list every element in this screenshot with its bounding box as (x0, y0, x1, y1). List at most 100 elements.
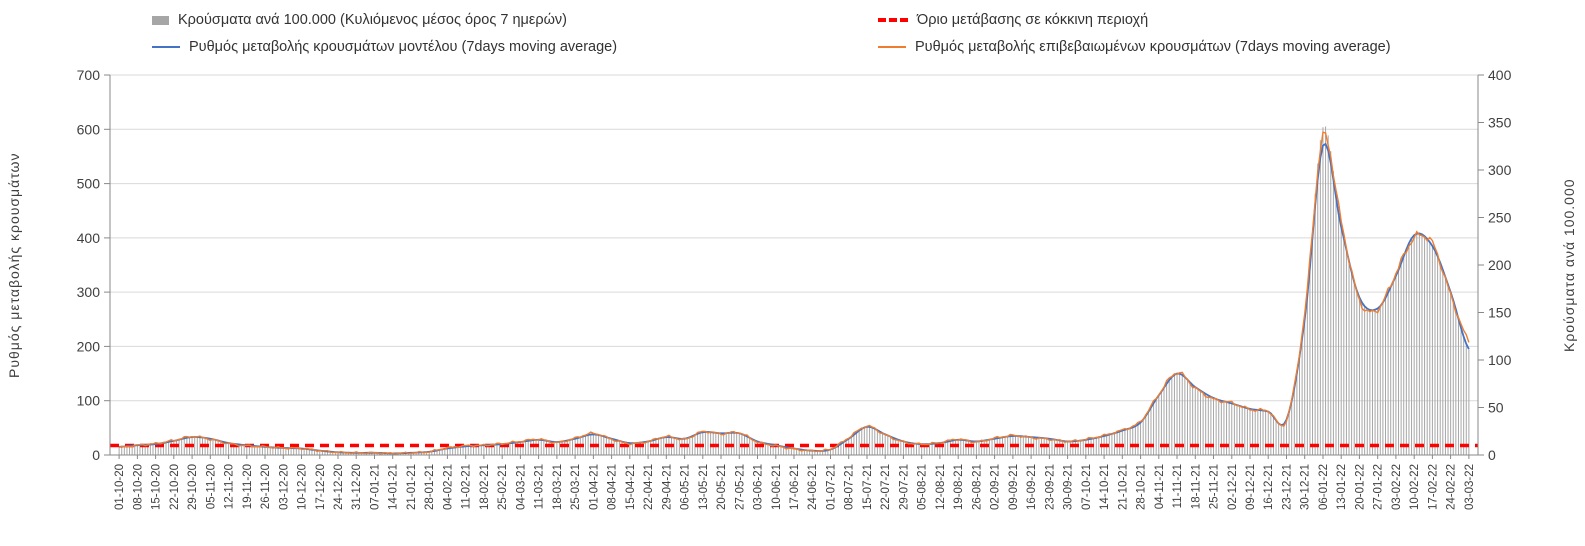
svg-text:24-12-20: 24-12-20 (333, 464, 345, 510)
svg-text:07-10-21: 07-10-21 (1081, 464, 1093, 510)
svg-text:01-07-21: 01-07-21 (826, 464, 838, 510)
svg-text:04-11-21: 04-11-21 (1154, 464, 1166, 509)
svg-text:08-10-20: 08-10-20 (132, 464, 144, 510)
svg-text:09-09-21: 09-09-21 (1008, 464, 1020, 510)
svg-text:30-12-21: 30-12-21 (1300, 464, 1312, 510)
svg-text:400: 400 (77, 230, 101, 246)
svg-text:08-04-21: 08-04-21 (607, 464, 619, 510)
svg-text:29-04-21: 29-04-21 (661, 464, 673, 510)
svg-text:16-09-21: 16-09-21 (1026, 464, 1038, 510)
svg-text:04-03-21: 04-03-21 (515, 464, 527, 510)
svg-text:18-11-21: 18-11-21 (1190, 464, 1202, 509)
svg-text:01-04-21: 01-04-21 (588, 464, 600, 510)
svg-text:18-02-21: 18-02-21 (479, 464, 491, 510)
svg-text:22-04-21: 22-04-21 (643, 464, 655, 510)
svg-text:15-07-21: 15-07-21 (862, 464, 874, 510)
legend-label-cases-per-100k: Κρούσματα ανά 100.000 (Κυλιόμενος μέσος … (178, 12, 568, 28)
svg-text:20-05-21: 20-05-21 (716, 464, 728, 510)
svg-text:19-11-20: 19-11-20 (242, 464, 254, 509)
svg-text:300: 300 (1488, 162, 1512, 178)
svg-text:29-07-21: 29-07-21 (898, 464, 910, 510)
svg-text:02-09-21: 02-09-21 (990, 464, 1002, 510)
svg-text:0: 0 (92, 447, 100, 463)
svg-text:600: 600 (77, 121, 101, 137)
svg-text:26-11-20: 26-11-20 (260, 464, 272, 509)
svg-text:06-05-21: 06-05-21 (680, 464, 692, 510)
svg-text:03-12-20: 03-12-20 (278, 464, 290, 510)
legend-item-model-rate: Ρυθμός μεταβολής κρουσμάτων μοντέλου (7d… (152, 38, 617, 56)
svg-text:10-12-20: 10-12-20 (297, 464, 309, 510)
threshold-dash-swatch-icon (878, 18, 908, 22)
bar-series-swatch-icon (152, 15, 169, 25)
svg-text:20-01-22: 20-01-22 (1354, 464, 1366, 510)
svg-text:50: 50 (1488, 400, 1504, 416)
svg-text:700: 700 (77, 67, 101, 83)
svg-text:500: 500 (77, 176, 101, 192)
svg-text:22-07-21: 22-07-21 (880, 464, 892, 510)
model-line-swatch-icon (152, 46, 180, 48)
svg-text:19-08-21: 19-08-21 (953, 464, 965, 510)
legend-item-confirmed-rate: Ρυθμός μεταβολής επιβεβαιωμένων κρουσμάτ… (878, 38, 1391, 56)
svg-text:0: 0 (1488, 447, 1496, 463)
svg-text:07-01-21: 07-01-21 (370, 464, 382, 510)
svg-text:16-12-21: 16-12-21 (1263, 464, 1275, 510)
svg-text:23-12-21: 23-12-21 (1282, 464, 1294, 510)
svg-text:23-09-21: 23-09-21 (1044, 464, 1056, 510)
svg-text:29-10-20: 29-10-20 (187, 464, 199, 510)
svg-text:200: 200 (1488, 257, 1512, 273)
confirmed-line-swatch-icon (878, 46, 906, 48)
svg-text:31-12-20: 31-12-20 (351, 464, 363, 510)
svg-text:25-11-21: 25-11-21 (1209, 464, 1221, 509)
svg-text:17-06-21: 17-06-21 (789, 464, 801, 510)
svg-text:08-07-21: 08-07-21 (844, 464, 856, 510)
svg-text:25-02-21: 25-02-21 (497, 464, 509, 510)
svg-text:30-09-21: 30-09-21 (1063, 464, 1075, 510)
svg-text:21-01-21: 21-01-21 (406, 464, 418, 510)
svg-text:250: 250 (1488, 210, 1512, 226)
svg-text:09-12-21: 09-12-21 (1245, 464, 1257, 510)
svg-text:11-11-21: 11-11-21 (1172, 464, 1184, 508)
svg-text:28-10-21: 28-10-21 (1136, 464, 1148, 510)
svg-text:15-04-21: 15-04-21 (625, 464, 637, 510)
svg-text:13-01-22: 13-01-22 (1336, 464, 1348, 510)
svg-text:12-11-20: 12-11-20 (224, 464, 236, 509)
legend-label-red-zone-threshold: Όριο μετάβασης σε κόκκινη περιοχή (917, 12, 1149, 28)
svg-text:28-01-21: 28-01-21 (424, 464, 436, 510)
svg-text:13-05-21: 13-05-21 (698, 464, 710, 510)
svg-text:17-02-22: 17-02-22 (1427, 464, 1439, 510)
svg-text:02-12-21: 02-12-21 (1227, 464, 1239, 510)
svg-text:100: 100 (1488, 352, 1512, 368)
svg-text:400: 400 (1488, 67, 1512, 83)
svg-text:11-03-21: 11-03-21 (534, 464, 546, 509)
svg-text:06-01-22: 06-01-22 (1318, 464, 1330, 510)
svg-text:05-11-20: 05-11-20 (205, 464, 217, 509)
left-axis-title: Ρυθμός μεταβολής κρουσμάτων (6, 152, 22, 378)
svg-text:11-02-21: 11-02-21 (461, 464, 473, 509)
svg-text:24-06-21: 24-06-21 (807, 464, 819, 510)
svg-text:150: 150 (1488, 305, 1512, 321)
svg-text:05-08-21: 05-08-21 (917, 464, 929, 510)
svg-text:10-06-21: 10-06-21 (771, 464, 783, 510)
svg-text:10-02-22: 10-02-22 (1409, 464, 1421, 510)
svg-text:27-05-21: 27-05-21 (734, 464, 746, 510)
svg-text:03-02-22: 03-02-22 (1391, 464, 1403, 510)
svg-text:24-02-22: 24-02-22 (1446, 464, 1458, 510)
svg-text:14-01-21: 14-01-21 (388, 464, 400, 510)
svg-text:03-06-21: 03-06-21 (753, 464, 765, 510)
legend-label-model-rate: Ρυθμός μεταβολής κρουσμάτων μοντέλου (7d… (189, 39, 618, 55)
svg-text:26-08-21: 26-08-21 (971, 464, 983, 510)
svg-text:04-02-21: 04-02-21 (442, 464, 454, 510)
svg-text:18-03-21: 18-03-21 (552, 464, 564, 510)
svg-text:15-10-20: 15-10-20 (151, 464, 163, 510)
svg-text:21-10-21: 21-10-21 (1117, 464, 1129, 510)
svg-text:17-12-20: 17-12-20 (315, 464, 327, 510)
svg-text:350: 350 (1488, 115, 1512, 131)
svg-text:100: 100 (77, 393, 101, 409)
svg-text:200: 200 (77, 338, 101, 354)
svg-text:27-01-22: 27-01-22 (1373, 464, 1385, 510)
svg-text:14-10-21: 14-10-21 (1099, 464, 1111, 510)
svg-text:03-03-22: 03-03-22 (1464, 464, 1476, 510)
legend-label-confirmed-rate: Ρυθμός μεταβολής επιβεβαιωμένων κρουσμάτ… (915, 39, 1391, 55)
